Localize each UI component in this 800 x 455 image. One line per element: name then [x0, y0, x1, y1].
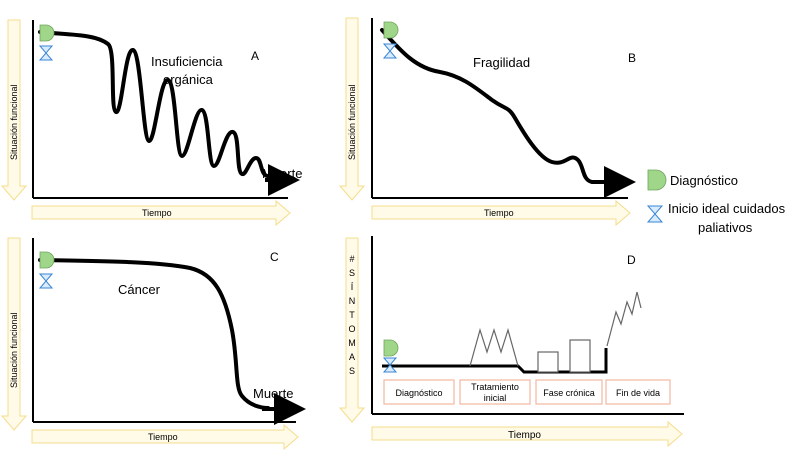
diagnosis-icon [383, 339, 399, 357]
panel-title-line2: orgánica [163, 72, 214, 87]
x-axis-arrow [371, 199, 631, 227]
svg-text:Diagnóstico: Diagnóstico [395, 388, 442, 398]
diagnosis-icon [39, 24, 55, 42]
svg-text:S: S [349, 268, 355, 278]
hourglass-icon [38, 273, 54, 289]
panel-letter: D [627, 253, 636, 267]
legend-palliative-label-line1: Inicio ideal cuidados [668, 201, 786, 216]
symptom-bar-2 [569, 339, 591, 373]
phase-diagnosis: Diagnóstico [383, 379, 455, 405]
svg-text:Fin de vida: Fin de vida [616, 388, 660, 398]
hourglass-icon [38, 45, 54, 61]
panel-d: # S Í N T O M A S Tiempo D Diagnóstico [338, 236, 684, 448]
y-axis-letters: # S Í N T O M A S [348, 254, 356, 376]
legend-palliative-label-line2: paliativos [698, 220, 753, 235]
svg-text:M: M [348, 338, 356, 348]
y-axis-arrow [338, 237, 366, 423]
y-axis-arrow [338, 17, 366, 201]
x-axis-label: Tiempo [508, 430, 541, 441]
hourglass-icon [382, 357, 398, 373]
symptom-peaks-end [606, 291, 642, 347]
x-axis-arrow [31, 423, 299, 451]
x-axis-label: Tiempo [148, 432, 178, 442]
trajectory-curve [38, 30, 270, 178]
symptom-bar-1 [537, 351, 559, 373]
svg-text:Tratamiento: Tratamiento [471, 382, 519, 392]
panel-title: Cáncer [118, 282, 161, 297]
panel-title: Fragilidad [473, 55, 530, 70]
hourglass-icon [382, 43, 398, 59]
y-axis-label: Situación funcional [9, 84, 19, 160]
legend-hourglass-icon [646, 205, 664, 223]
legend-diagnosis-label: Diagnóstico [670, 173, 738, 188]
x-axis-arrow [371, 420, 683, 448]
panel-letter: A [251, 49, 259, 63]
end-label: Muerte [253, 386, 293, 401]
trajectory-curve [380, 28, 594, 184]
panel-letter: C [270, 250, 279, 264]
svg-text:T: T [349, 310, 355, 320]
y-axis-label: Situación funcional [9, 312, 19, 388]
panel-b: Situación funcional Tiempo Fragilidad B [338, 17, 636, 227]
x-axis-label: Tiempo [484, 208, 514, 218]
svg-text:Í: Í [351, 282, 354, 292]
trajectory-curve [38, 258, 270, 410]
svg-text:inicial: inicial [484, 393, 507, 403]
y-axis-label: Situación funcional [347, 84, 357, 160]
x-axis-arrow [31, 199, 291, 227]
panel-letter: B [628, 51, 636, 65]
legend: Diagnóstico Inicio ideal cuidados paliat… [646, 169, 786, 235]
svg-text:A: A [349, 352, 355, 362]
svg-text:N: N [349, 296, 356, 306]
svg-text:O: O [348, 324, 355, 334]
panel-c: Situación funcional Tiempo Cáncer C Muer… [0, 237, 306, 451]
svg-text:Fase crónica: Fase crónica [543, 388, 595, 398]
legend-diagnosis-icon [647, 169, 667, 191]
svg-text:S: S [349, 366, 355, 376]
diagnosis-icon [383, 21, 399, 39]
phase-end-of-life: Fin de vida [605, 379, 671, 405]
svg-text:#: # [349, 254, 354, 264]
end-label: Muerte [262, 166, 302, 181]
panel-a: Situación funcional Tiempo Insuficiencia… [0, 19, 302, 227]
panel-title-line1: Insuficiencia [151, 54, 223, 69]
phase-chronic: Fase crónica [535, 379, 603, 405]
phase-initial-treatment: Tratamiento inicial [459, 379, 531, 405]
diagnosis-icon [39, 251, 55, 269]
x-axis-label: Tiempo [142, 208, 172, 218]
symptom-baseline [382, 348, 608, 374]
y-axis-arrow [0, 19, 28, 201]
symptom-peaks-treatment [469, 327, 519, 367]
y-axis-arrow [0, 237, 28, 431]
